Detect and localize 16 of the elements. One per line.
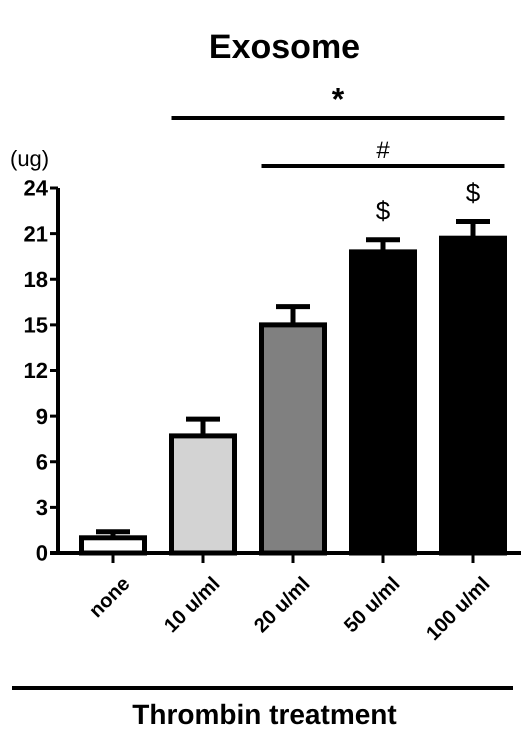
y-tick-label: 3 — [36, 495, 48, 520]
y-tick-label: 9 — [36, 404, 48, 429]
y-tick-label: 0 — [36, 540, 48, 566]
chart-title: Exosome — [208, 28, 360, 66]
text: * — [332, 81, 345, 117]
y-tick-label: 24 — [24, 176, 49, 201]
y-tick-label: 18 — [24, 266, 48, 292]
text: # — [376, 137, 390, 164]
x-axis-title: Thrombin treatment — [132, 699, 397, 730]
y-tick-label: 21 — [24, 221, 48, 246]
y-tick-label: 6 — [36, 449, 48, 474]
annotation: $ — [466, 177, 481, 208]
annotation: $ — [376, 196, 391, 226]
y-tick-label: 15 — [24, 312, 48, 338]
y-tick-label: 12 — [24, 358, 48, 384]
y-axis-title: (ug) — [10, 146, 50, 171]
